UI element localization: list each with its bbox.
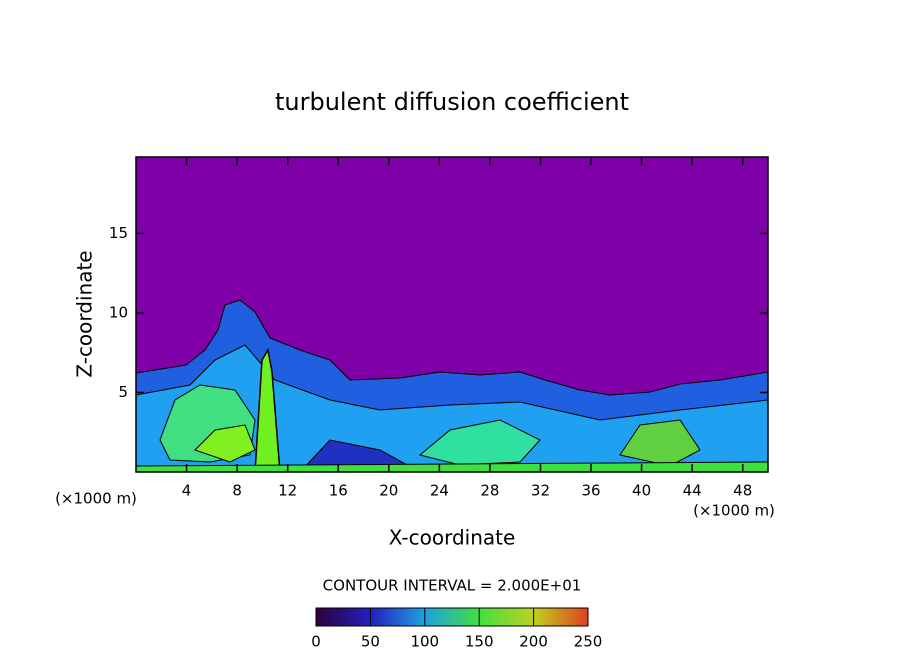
x-tick-label: 32 bbox=[531, 482, 550, 500]
colorbar bbox=[315, 607, 589, 627]
field-region bbox=[194, 424, 256, 463]
field-region bbox=[254, 347, 281, 472]
x-tick-label: 16 bbox=[329, 482, 348, 500]
plot-frame bbox=[135, 156, 769, 473]
colorbar-tick-label: 200 bbox=[519, 633, 548, 651]
y-tick-label: 5 bbox=[118, 383, 128, 401]
y-tick-label: 10 bbox=[109, 303, 128, 321]
x-unit: (×1000 m) bbox=[693, 502, 775, 520]
field bbox=[136, 299, 768, 472]
x-tick-label: 28 bbox=[480, 482, 499, 500]
x-tick-label: 8 bbox=[232, 482, 242, 500]
x-tick-label: 20 bbox=[379, 482, 398, 500]
chart-title: turbulent diffusion coefficient bbox=[275, 88, 629, 116]
x-tick-label: 24 bbox=[430, 482, 449, 500]
colorbar-tick-label: 250 bbox=[574, 633, 603, 651]
x-unit: (×1000 m) bbox=[55, 490, 137, 508]
x-tick-label: 36 bbox=[581, 482, 600, 500]
y-tick-label: 15 bbox=[109, 224, 128, 242]
field-region bbox=[136, 344, 768, 472]
x-tick-label: 40 bbox=[632, 482, 651, 500]
field-region bbox=[136, 461, 768, 472]
x-tick-label: 4 bbox=[182, 482, 192, 500]
x-axis-label: X-coordinate bbox=[389, 526, 516, 550]
y-axis-label: Z-coordinate bbox=[73, 250, 97, 377]
annotation: CONTOUR INTERVAL = 2.000E+01 bbox=[323, 577, 582, 595]
colorbar-tick-label: 100 bbox=[410, 633, 439, 651]
x-tick-label: 48 bbox=[733, 482, 752, 500]
x-tick-label: 12 bbox=[278, 482, 297, 500]
colorbar-tick-label: 0 bbox=[311, 633, 321, 651]
colorbar-tick-label: 150 bbox=[465, 633, 494, 651]
x-tick-label: 44 bbox=[683, 482, 702, 500]
colorbar-tick-label: 50 bbox=[361, 633, 380, 651]
